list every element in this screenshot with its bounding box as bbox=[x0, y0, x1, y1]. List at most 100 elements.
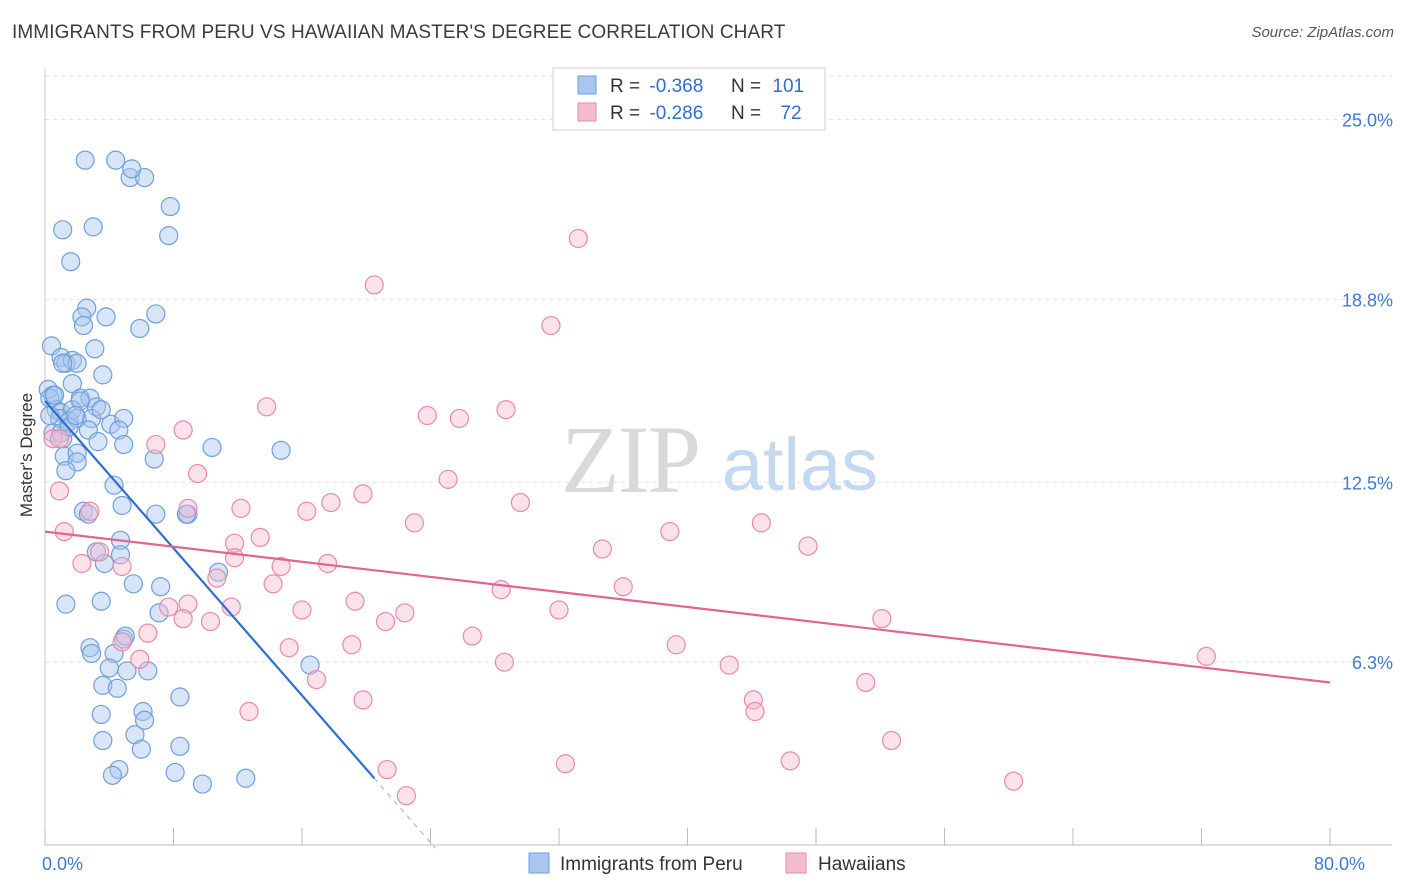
hawaiians-point-2 bbox=[541, 315, 561, 336]
hawaiians-point-16 bbox=[178, 498, 198, 518]
stats-n-value-hawaiians: 72 bbox=[780, 103, 801, 124]
peru-point-48 bbox=[114, 434, 134, 455]
tick-label-layer: 6.3% 12.5% 18.8% 25.0% 0.0% 80.0% bbox=[42, 111, 1393, 874]
stats-legend: R = -0.368 N = 101 R = -0.286 N = 72 bbox=[552, 67, 826, 131]
peru-point-21 bbox=[67, 353, 87, 373]
y-tick-label-1: 12.5% bbox=[1342, 473, 1393, 493]
peru-point-0 bbox=[75, 150, 95, 170]
peru-point-66 bbox=[151, 577, 171, 597]
peru-point-54 bbox=[112, 495, 132, 516]
peru-point-88 bbox=[131, 739, 151, 759]
hawaiians-point-19 bbox=[321, 492, 341, 513]
hawaiians-point-49 bbox=[872, 609, 892, 629]
svg-text:N = 72: N = 72 bbox=[731, 103, 802, 124]
hawaiians-point-23 bbox=[54, 521, 74, 542]
peru-point-96 bbox=[70, 391, 90, 411]
hawaiians-point-30 bbox=[72, 553, 92, 574]
hawaiians-point-55 bbox=[130, 649, 150, 669]
peru-point-52 bbox=[271, 440, 291, 460]
y-tick-label-2: 18.8% bbox=[1342, 290, 1393, 310]
hawaiians-point-53 bbox=[342, 635, 362, 655]
hawaiians-point-66 bbox=[555, 754, 576, 774]
hawaiians-point-68 bbox=[377, 759, 397, 780]
hawaiians-point-67 bbox=[780, 751, 800, 771]
peru-point-92 bbox=[192, 774, 213, 794]
legend-swatch-hawaiians bbox=[785, 852, 807, 874]
hawaiians-point-29 bbox=[90, 542, 110, 562]
hawaiians-point-5 bbox=[417, 405, 437, 426]
hawaiians-point-39 bbox=[345, 591, 365, 611]
hawaiians-point-0 bbox=[568, 228, 588, 249]
hawaiians-point-60 bbox=[856, 672, 876, 693]
peru-point-73 bbox=[81, 643, 102, 664]
peru-point-71 bbox=[115, 626, 135, 646]
peru-point-9 bbox=[61, 252, 81, 272]
peru-point-6 bbox=[53, 220, 73, 240]
peru-point-38 bbox=[114, 408, 134, 429]
peru-point-53 bbox=[104, 475, 124, 495]
hawaiians-point-1 bbox=[364, 275, 384, 295]
hawaiians-point-34 bbox=[271, 556, 291, 577]
stats-r-value-hawaiians: -0.286 bbox=[649, 103, 703, 124]
peru-point-91 bbox=[165, 762, 185, 783]
hawaiians-point-40 bbox=[178, 594, 198, 614]
peru-point-87 bbox=[170, 736, 190, 756]
hawaiians-point-59 bbox=[306, 669, 327, 690]
peru-point-5 bbox=[160, 196, 180, 217]
peru-point-90 bbox=[102, 765, 123, 785]
hawaiians-point-26 bbox=[224, 533, 245, 553]
peru-point-97 bbox=[45, 385, 65, 405]
hawaiians-point-44 bbox=[395, 603, 415, 623]
peru-trend-line bbox=[44, 400, 376, 779]
hawaiians-point-10 bbox=[146, 434, 166, 455]
hawaiians-point-25 bbox=[250, 527, 270, 548]
peru-point-94 bbox=[40, 405, 60, 426]
peru-point-49 bbox=[144, 449, 164, 469]
hawaiians-point-47 bbox=[200, 611, 221, 632]
legend-label-hawaiians: Hawaiians bbox=[818, 854, 906, 875]
hawaiians-point-70 bbox=[1003, 771, 1024, 791]
y-tick-label-3: 25.0% bbox=[1342, 111, 1393, 131]
series-legend: Immigrants from Peru Hawaiians bbox=[528, 852, 906, 875]
hawaiians-point-45 bbox=[549, 600, 569, 620]
hawaiians-point-65 bbox=[881, 730, 902, 751]
hawaiians-point-28 bbox=[592, 539, 612, 559]
peru-point-51 bbox=[202, 437, 222, 458]
peru-point-99 bbox=[91, 400, 111, 420]
peru-point-86 bbox=[93, 730, 113, 751]
hawaiians-point-7 bbox=[173, 420, 193, 440]
axes-layer bbox=[44, 68, 1392, 846]
hawaiians-point-43 bbox=[292, 600, 312, 620]
hawaiians-point-56 bbox=[494, 652, 514, 672]
hawaiians-point-12 bbox=[438, 469, 458, 489]
peru-point-50 bbox=[56, 461, 76, 481]
hawaiians-point-11 bbox=[187, 463, 208, 484]
legend-label-peru: Immigrants from Peru bbox=[560, 854, 743, 875]
peru-point-93 bbox=[236, 768, 256, 788]
hawaiians-point-61 bbox=[353, 690, 373, 710]
peru-point-98 bbox=[65, 405, 86, 426]
y-tick-label-0: 6.3% bbox=[1352, 653, 1393, 673]
peru-point-44 bbox=[88, 432, 108, 452]
peru-point-22 bbox=[93, 365, 113, 385]
peru-point-67 bbox=[56, 594, 76, 614]
hawaiians-point-48 bbox=[375, 611, 396, 632]
stats-swatch-hawaiians bbox=[577, 102, 597, 122]
peru-point-68 bbox=[91, 591, 111, 611]
hawaiians-point-3 bbox=[257, 397, 277, 417]
hawaiians-point-63 bbox=[239, 701, 259, 722]
trend-layer bbox=[44, 400, 1331, 849]
hawaiians-point-18 bbox=[80, 501, 100, 521]
hawaiians-point-64 bbox=[745, 701, 765, 722]
stats-n-value-peru: 101 bbox=[772, 76, 804, 97]
stats-n-label-hawaiians: N = bbox=[731, 103, 761, 124]
peru-point-12 bbox=[96, 307, 116, 327]
hawaiians-point-24 bbox=[660, 521, 680, 542]
svg-text:R = -0.286: R = -0.286 bbox=[610, 103, 703, 124]
hawaiians-point-36 bbox=[263, 574, 283, 594]
hawaiians-point-21 bbox=[404, 513, 425, 533]
hawaiians-point-57 bbox=[719, 655, 739, 675]
svg-text:R = -0.368: R = -0.368 bbox=[610, 76, 703, 97]
watermark-atlas: atlas bbox=[722, 423, 878, 506]
chart-title: IMMIGRANTS FROM PERU VS HAWAIIAN MASTER'… bbox=[12, 22, 786, 43]
